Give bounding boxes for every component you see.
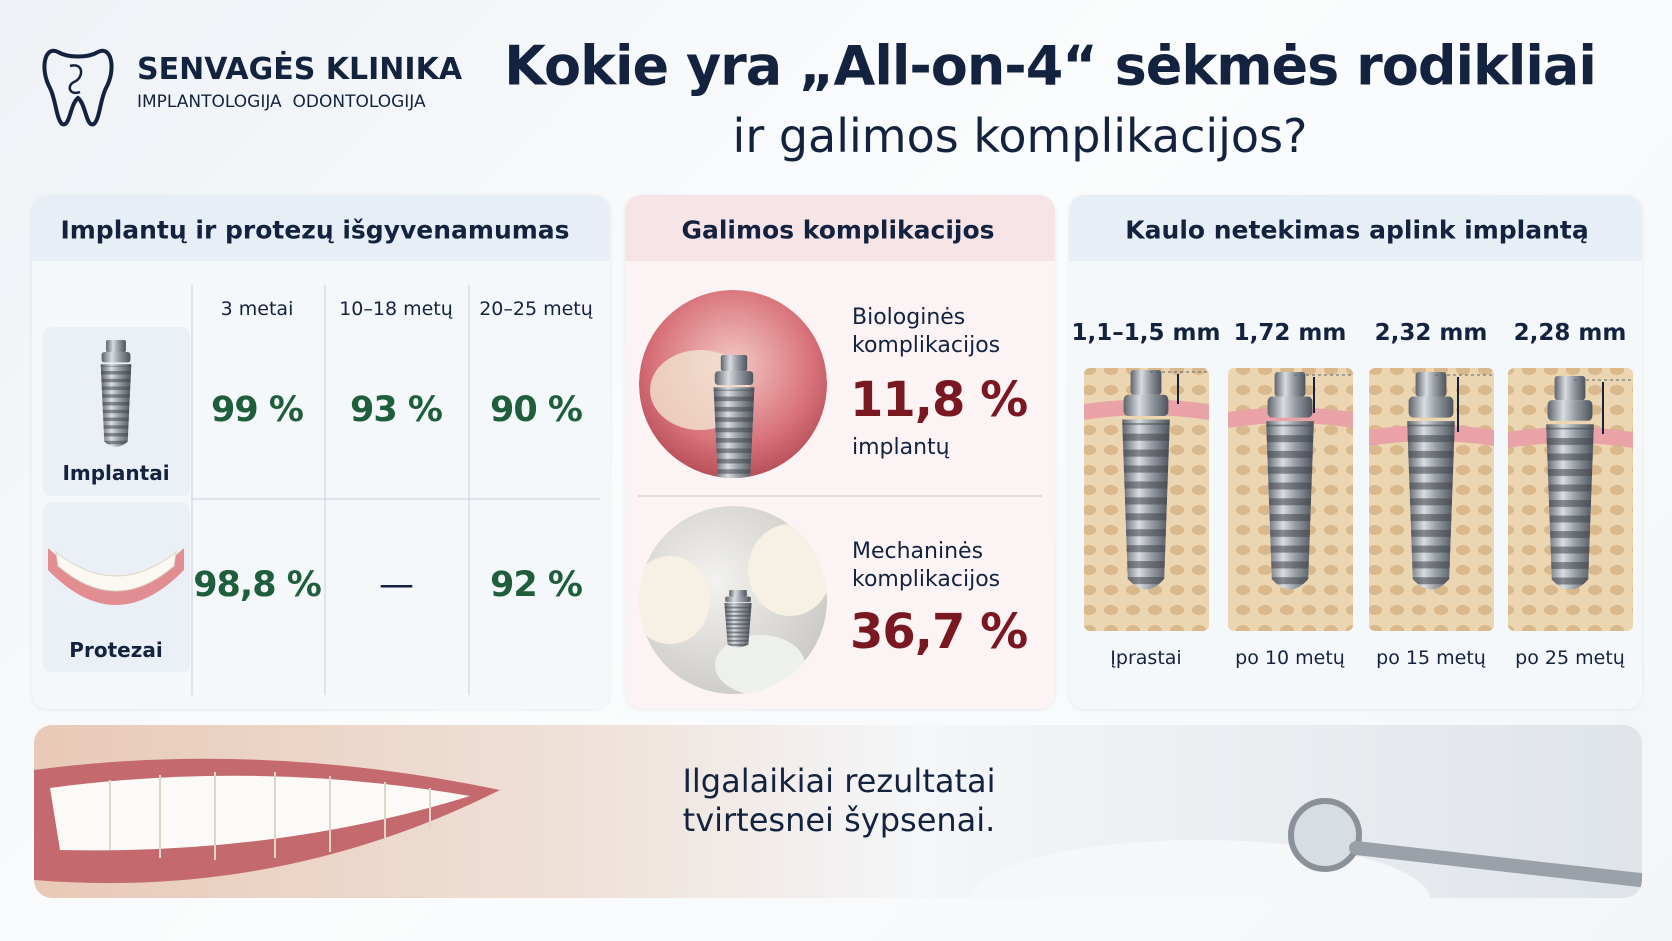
complication-value: 36,7 %: [850, 604, 1028, 660]
row-label: Implantai: [62, 461, 170, 485]
tagline-word: IMPLANTOLOGIJA: [137, 92, 282, 112]
complication-label: Mechaninės komplikacijos: [852, 539, 1001, 592]
bone-caption: po 15 metų: [1376, 647, 1486, 669]
cell: 92 %: [490, 565, 583, 605]
bone-card: [1369, 368, 1494, 631]
bone-card: [1228, 368, 1353, 631]
bone-value: 2,32 mm: [1374, 320, 1488, 346]
tagline-word: ODONTOLOGIJA: [292, 92, 426, 112]
bone-caption: po 10 metų: [1235, 647, 1345, 669]
bone-value: 2,28 mm: [1513, 320, 1627, 346]
panel-title: Galimos komplikacijos: [681, 215, 995, 245]
column-header: 20–25 metų: [479, 298, 593, 320]
bone-value: 1,72 mm: [1233, 320, 1347, 346]
bone-card: [1508, 368, 1633, 631]
cell: 93 %: [350, 390, 443, 430]
panel-title: Implantų ir protezų išgyvenamumas: [60, 215, 570, 245]
panel-header: [32, 195, 610, 261]
logo-mark: [68, 64, 83, 95]
biological-image: [639, 290, 827, 478]
footer-banner: [34, 725, 1642, 898]
cell: 90 %: [490, 390, 583, 430]
bone-caption: po 25 metų: [1515, 647, 1625, 669]
panel-header: [625, 195, 1055, 261]
bone-caption: Įprastai: [1110, 647, 1182, 669]
tagline: IMPLANTOLOGIJA ODONTOLOGIJA: [137, 92, 426, 112]
denture-icon: [48, 548, 184, 605]
bone-value: 1,1–1,5 mm: [1071, 320, 1221, 346]
complication-value: 11,8 %: [850, 372, 1028, 428]
panel-header: [1069, 195, 1642, 261]
subtitle: ir galimos komplikacijos?: [732, 109, 1308, 163]
cell: —: [379, 565, 414, 605]
title: Kokie yra „All-on-4“ sėkmės rodikliai: [504, 34, 1597, 98]
footer-line: tvirtesnei šypsenai.: [682, 801, 996, 839]
footer-line: Ilgalaikiai rezultatai: [682, 762, 996, 800]
panel-title: Kaulo netekimas aplink implantą: [1125, 215, 1589, 245]
complication-label: Biologinės komplikacijos: [852, 305, 1001, 358]
cell: 98,8 %: [193, 565, 322, 605]
brand: SENVAGĖS KLINIKA: [137, 52, 463, 87]
column-header: 3 metai: [220, 298, 294, 320]
cell: 99 %: [211, 390, 304, 430]
mechanical-image: [639, 506, 827, 694]
bone-card: [1084, 368, 1209, 631]
implant-icon: [100, 340, 132, 447]
table-grid: [191, 285, 600, 695]
logo: [42, 48, 114, 127]
row-label: Protezai: [69, 638, 163, 662]
column-header: 10–18 metų: [339, 298, 453, 320]
complication-note: implantų: [852, 435, 950, 460]
